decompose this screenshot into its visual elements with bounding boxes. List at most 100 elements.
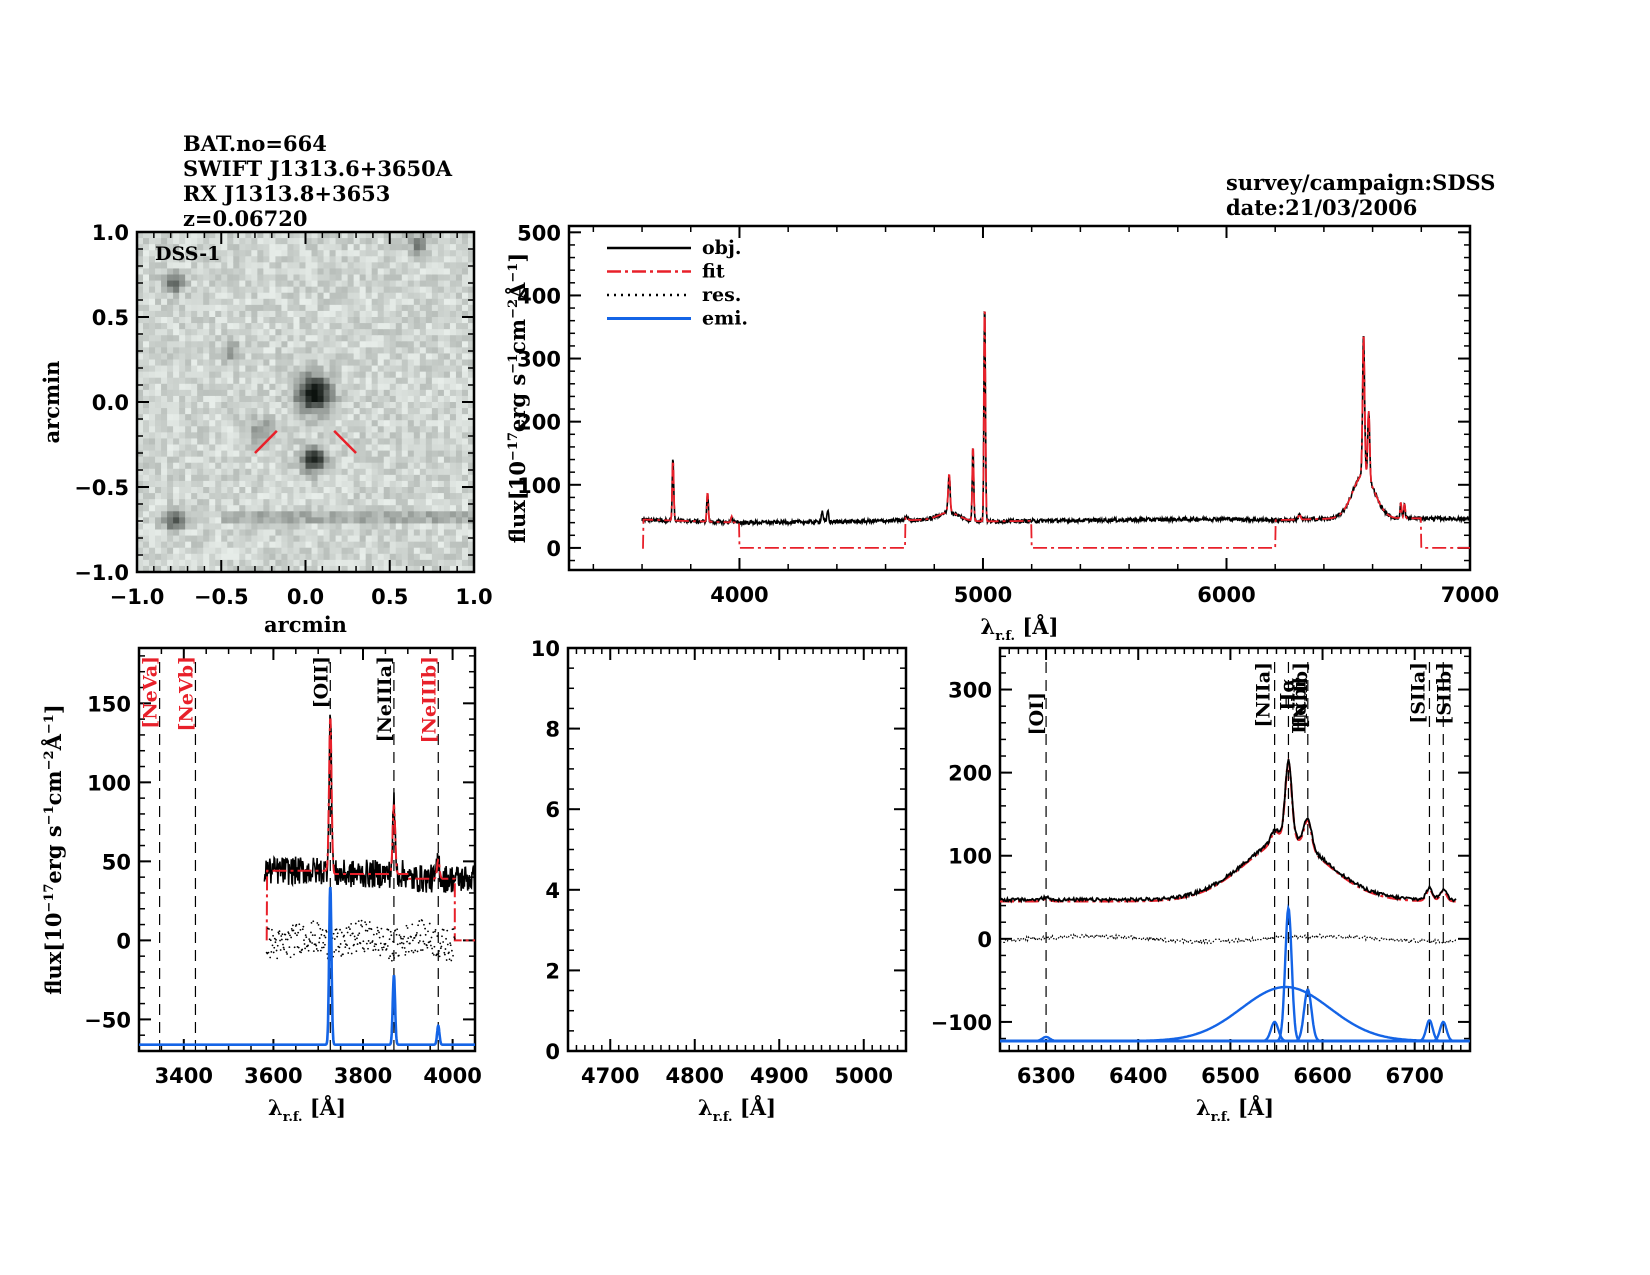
image-pixel (269, 523, 277, 531)
image-pixel (269, 444, 277, 452)
image-pixel (245, 256, 252, 263)
image-pixel (239, 432, 246, 440)
image-pixel (185, 456, 192, 464)
image-pixel (257, 505, 264, 512)
fit-line (1000, 757, 1457, 903)
image-pixel (377, 329, 385, 336)
image-pixel (233, 402, 240, 409)
image-pixel (377, 444, 385, 452)
x-tick-label: 0.5 (371, 585, 408, 609)
image-pixel (245, 408, 252, 415)
image-pixel (467, 529, 475, 537)
image-pixel (323, 377, 331, 385)
image-pixel (371, 480, 379, 488)
image-pixel (389, 250, 397, 257)
image-pixel (209, 323, 216, 330)
image-pixel (461, 523, 469, 531)
image-pixel (281, 359, 289, 367)
image-pixel (467, 244, 475, 251)
image-pixel (365, 286, 373, 294)
image-pixel (251, 347, 258, 355)
image-pixel (263, 432, 270, 440)
image-pixel (251, 371, 258, 379)
residual-point (377, 929, 379, 932)
image-pixel (281, 353, 289, 361)
image-pixel (389, 553, 397, 561)
image-pixel (137, 286, 144, 294)
residual-point (293, 946, 296, 949)
image-pixel (401, 250, 409, 257)
image-pixel (137, 499, 144, 506)
image-pixel (431, 389, 439, 397)
image-pixel (179, 402, 186, 409)
image-pixel (383, 268, 391, 276)
image-pixel (203, 274, 210, 282)
image-pixel (161, 256, 168, 263)
legend-label-fit: fit (702, 261, 725, 283)
image-pixel (401, 402, 409, 409)
image-pixel (371, 377, 379, 385)
image-pixel (161, 444, 168, 452)
image-pixel (149, 565, 156, 573)
image-pixel (281, 323, 289, 330)
image-pixel (455, 250, 463, 257)
image-pixel (299, 377, 307, 385)
image-pixel (239, 341, 246, 348)
image-pixel (323, 371, 331, 379)
image-pixel (221, 456, 228, 464)
image-pixel (221, 353, 228, 361)
image-pixel (365, 250, 373, 257)
image-pixel (155, 505, 162, 512)
image-pixel (401, 432, 409, 440)
image-pixel (359, 395, 367, 403)
image-pixel (419, 292, 427, 300)
image-pixel (215, 383, 222, 391)
residual-point (347, 952, 350, 954)
image-pixel (221, 499, 228, 506)
image-pixel (161, 335, 168, 342)
residual-point (286, 953, 288, 955)
image-pixel (383, 402, 391, 409)
image-pixel (437, 462, 445, 470)
image-pixel (221, 347, 228, 355)
image-pixel (431, 335, 439, 342)
residual-point (276, 944, 279, 947)
image-pixel (389, 487, 397, 494)
image-pixel (275, 347, 283, 355)
image-pixel (383, 565, 391, 573)
image-pixel (227, 559, 234, 567)
image-pixel (317, 547, 325, 555)
image-pixel (269, 505, 277, 512)
residual-point (416, 931, 418, 934)
residual-point (403, 935, 406, 938)
image-pixel (275, 268, 283, 276)
residual-point (288, 946, 291, 948)
image-pixel (431, 541, 439, 549)
image-pixel (137, 389, 144, 397)
image-pixel (215, 529, 222, 537)
image-pixel (155, 450, 162, 458)
image-pixel (287, 359, 295, 367)
image-pixel (317, 505, 325, 512)
image-pixel (275, 395, 283, 403)
emission-line-model (139, 886, 475, 1046)
image-pixel (227, 438, 234, 446)
image-pixel (389, 402, 397, 409)
residual-point (361, 925, 364, 928)
image-pixel (341, 244, 349, 251)
image-pixel (323, 450, 331, 458)
image-pixel (317, 310, 325, 318)
image-pixel (143, 462, 150, 470)
image-pixel (245, 262, 252, 270)
image-pixel (173, 438, 180, 446)
image-pixel (317, 286, 325, 294)
image-pixel (335, 371, 343, 379)
image-pixel (305, 450, 313, 458)
image-pixel (257, 317, 264, 324)
image-pixel (323, 329, 331, 336)
image-pixel (281, 298, 289, 306)
image-pixel (449, 402, 457, 409)
image-pixel (299, 444, 307, 452)
image-pixel (329, 244, 337, 251)
image-pixel (179, 310, 186, 318)
